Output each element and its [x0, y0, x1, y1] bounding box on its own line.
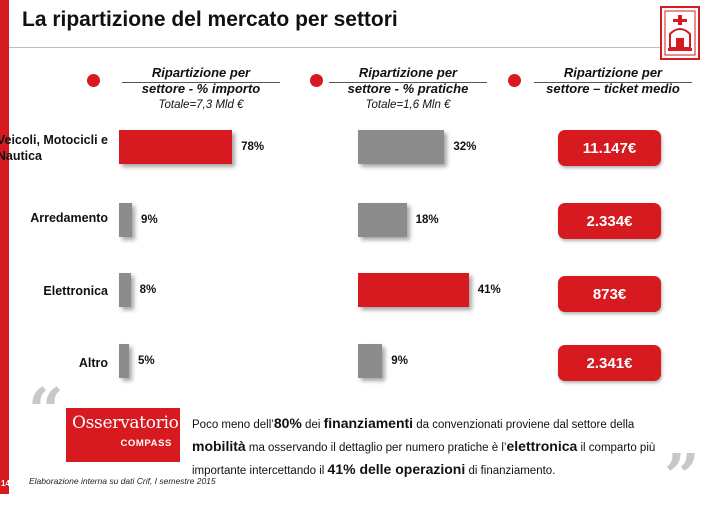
summary-emphasis: 80% — [273, 415, 302, 431]
bar-value-label: 78% — [241, 141, 265, 153]
bar-importo — [119, 344, 129, 378]
column-heading-rule — [534, 82, 692, 83]
title-divider — [9, 47, 669, 48]
summary-part: Poco meno dell’ — [192, 419, 274, 431]
column-heading-ticket: Ripartizione per settore – ticket medio — [530, 65, 696, 97]
bar-pratiche — [358, 344, 383, 378]
category-label: Altro — [78, 356, 108, 370]
column-heading-pratiche: Ripartizione per settore - % pratiche To… — [325, 65, 491, 113]
summary-part: dei — [301, 419, 324, 431]
summary-part: ma osservando il dettaglio per numero pr… — [245, 442, 507, 454]
logo-line2: COMPASS — [120, 438, 172, 449]
bar-importo — [119, 130, 233, 164]
summary-part: da convenzionati proviene dal settore de… — [413, 419, 635, 431]
bar-value-label: 9% — [391, 355, 408, 367]
ticket-value: 873€ — [558, 276, 661, 312]
open-quote-mark: “ — [28, 374, 64, 447]
column-heading-rule — [329, 82, 487, 83]
summary-part: il comparto più importante intercettando… — [192, 442, 656, 477]
summary-text: Poco meno dell’80% dei finanziamenti da … — [192, 413, 662, 482]
logo-line1: Osservatorio — [72, 413, 179, 433]
osservatorio-compass-logo: Osservatorio COMPASS — [66, 408, 180, 462]
summary-part: di finanziamento. — [465, 465, 556, 477]
column-bullet — [87, 74, 100, 87]
category-label: Arredamento — [30, 211, 108, 225]
ticket-value: 11.147€ — [558, 130, 661, 166]
summary-emphasis: elettronica — [506, 438, 578, 454]
bank-emblem-logo — [660, 6, 700, 60]
bar-pratiche — [358, 273, 469, 307]
column-subheading: Totale=1,6 Mln € — [365, 99, 451, 111]
bar-value-label: 41% — [477, 284, 501, 296]
category-label: Veicoli, Motocicli e Nautica — [0, 132, 108, 164]
category-label: Elettronica — [43, 284, 108, 298]
bar-importo — [119, 203, 133, 237]
ticket-value: 2.341€ — [558, 345, 661, 381]
column-heading-line2: settore - % pratiche — [347, 81, 469, 96]
column-heading-line2: settore - % importo — [141, 81, 261, 96]
page-number: 14 — [1, 479, 10, 488]
summary-emphasis: mobilità — [192, 438, 246, 454]
bar-importo — [119, 273, 131, 307]
column-heading-line2: settore – ticket medio — [546, 81, 680, 96]
summary-emphasis: finanziamenti — [323, 415, 414, 431]
column-subheading: Totale=7,3 Mld € — [158, 99, 244, 111]
bar-pratiche — [358, 130, 445, 164]
column-heading-line1: Ripartizione per — [151, 65, 251, 80]
bar-pratiche — [358, 203, 407, 237]
ticket-value: 2.334€ — [558, 203, 661, 239]
left-accent-bar — [0, 0, 9, 494]
page-title: La ripartizione del mercato per settori — [22, 8, 398, 31]
column-heading-rule — [122, 82, 280, 83]
column-heading-line1: Ripartizione per — [358, 65, 458, 80]
column-heading-line1: Ripartizione per — [563, 65, 663, 80]
category-label-line1: Veicoli, Motocicli e — [0, 133, 108, 147]
bar-value-label: 5% — [138, 355, 155, 367]
column-heading-importo: Ripartizione per settore - % importo Tot… — [118, 65, 284, 113]
bar-value-label: 9% — [141, 214, 158, 226]
category-label-line2: Nautica — [0, 149, 42, 163]
bar-value-label: 18% — [415, 214, 439, 226]
summary-emphasis: 41% delle operazioni — [327, 461, 466, 477]
column-bullet — [508, 74, 521, 87]
column-bullet — [310, 74, 323, 87]
close-quote-mark: ” — [664, 440, 700, 513]
bar-value-label: 32% — [453, 141, 477, 153]
footnote: Elaborazione interna su dati Crif, I sem… — [29, 476, 216, 486]
bar-value-label: 8% — [139, 284, 157, 296]
